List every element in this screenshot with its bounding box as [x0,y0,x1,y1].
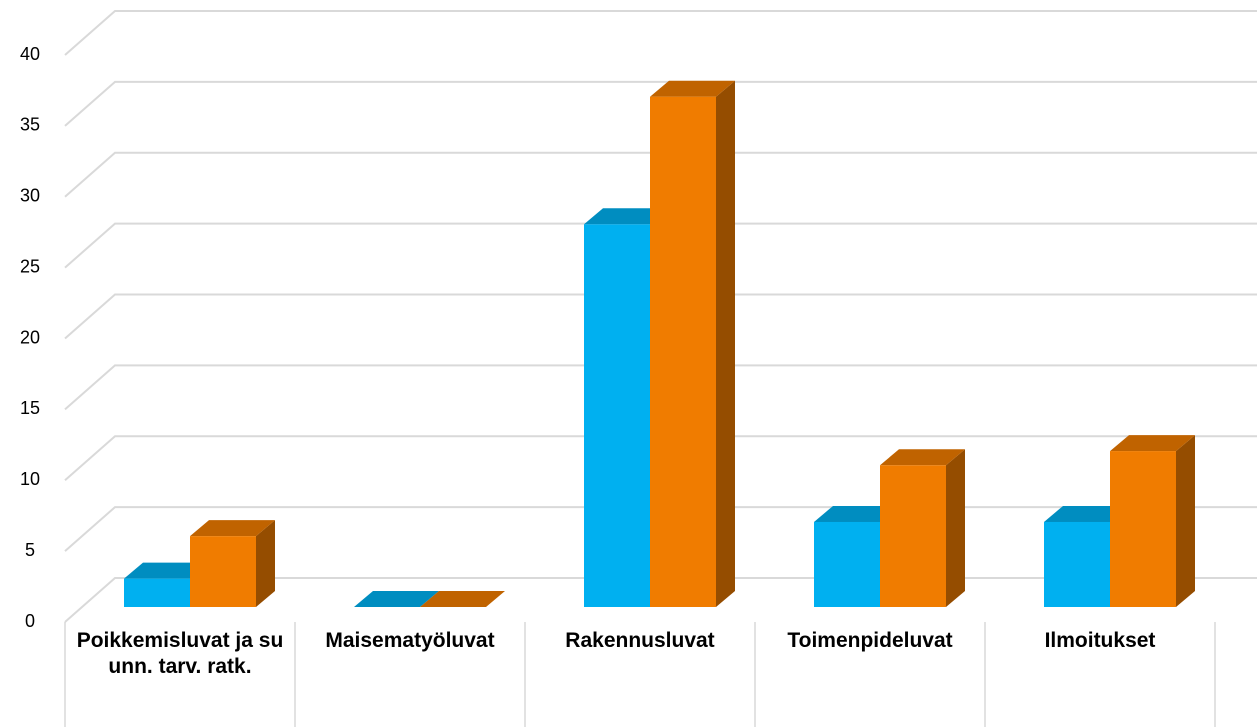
bar-front [190,536,256,607]
bar [420,591,505,607]
bar-front [1044,521,1110,607]
bar-top [650,80,735,97]
grid-line [64,293,1257,340]
grid-line [64,364,1257,411]
x-tick-label: Maisematyöluvat [325,629,495,652]
grid-line [64,435,1257,482]
bar [1044,505,1129,607]
bar-top [190,520,275,537]
bar-front [584,224,650,607]
bar-top [354,591,439,607]
y-tick-label: 0 [25,611,35,631]
grid-line [64,222,1257,269]
x-label-box: Maisematyöluvat [325,629,495,652]
bar-top [1110,435,1195,452]
y-tick-label: 35 [20,115,40,135]
bar [354,591,439,607]
bar-top [880,449,965,466]
bar-top [814,505,899,522]
bar [650,80,735,607]
y-tick-label: 10 [20,469,40,489]
x-tick-label: Ilmoitukset [1044,629,1156,652]
bar-front [124,578,190,607]
bar-top [1044,505,1129,522]
x-label-box: Ilmoitukset [1044,629,1156,652]
bar-top [584,208,669,225]
bar-side [1176,435,1195,607]
bar [880,449,965,607]
bar-side [716,80,735,607]
y-tick-label: 25 [20,256,40,276]
bar-top [420,591,505,607]
x-label-box: Rakennusluvat [565,629,715,652]
y-tick-label: 15 [20,398,40,418]
x-label-box: Toimenpideluvat [787,629,953,652]
y-tick-label: 5 [25,540,35,560]
bar-front [1110,451,1176,607]
bar-front [650,96,716,607]
x-tick-label: Toimenpideluvat [787,629,953,652]
bar [1110,435,1195,607]
bar-top [124,562,209,579]
y-tick-label: 40 [20,44,40,64]
bar-front [814,521,880,607]
y-tick-label: 30 [20,186,40,206]
grid-line [64,151,1257,198]
bar-side [256,520,275,607]
bar [190,520,275,607]
x-tick-label: Poikkemisluvat ja suunn. tarv. ratk. [76,629,284,678]
grid-line [64,10,1257,56]
bar-front [880,465,946,607]
x-label-box: Poikkemisluvat ja suunn. tarv. ratk. [76,629,284,678]
y-tick-label: 20 [20,327,40,347]
bar-side [946,449,965,607]
grid-line [64,80,1257,127]
x-tick-label: Rakennusluvat [565,629,715,652]
